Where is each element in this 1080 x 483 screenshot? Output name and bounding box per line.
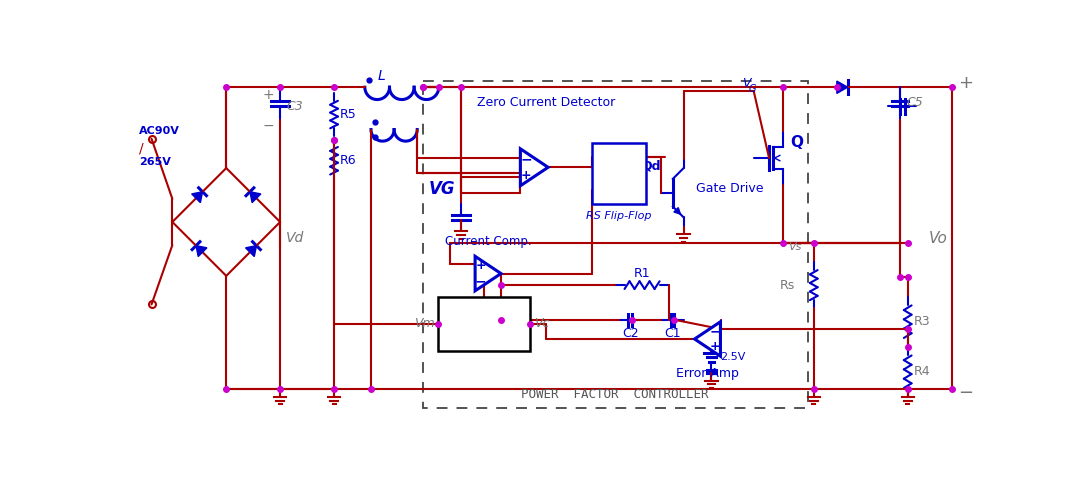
Text: Zero Current Detector: Zero Current Detector [476, 97, 615, 110]
Text: Vm: Vm [414, 317, 434, 330]
Text: Q: Q [791, 135, 804, 150]
Text: C2: C2 [622, 327, 638, 340]
Polygon shape [249, 192, 261, 203]
Text: −: − [958, 384, 973, 402]
Polygon shape [694, 322, 720, 356]
Text: Q: Q [629, 150, 639, 163]
Text: C1: C1 [664, 327, 681, 340]
Text: −: − [521, 152, 532, 166]
Polygon shape [521, 149, 549, 186]
Text: R4: R4 [914, 365, 931, 378]
Text: R3: R3 [914, 315, 931, 328]
Polygon shape [191, 192, 203, 203]
Text: Gate Drive: Gate Drive [696, 183, 764, 195]
Text: +: + [262, 88, 274, 102]
Text: −: − [475, 274, 486, 288]
Text: Qd: Qd [642, 159, 661, 172]
Polygon shape [475, 256, 501, 291]
Polygon shape [837, 81, 848, 93]
Polygon shape [197, 246, 207, 256]
Text: +: + [958, 74, 973, 92]
Text: Rs: Rs [780, 279, 795, 292]
Text: AC90V: AC90V [139, 126, 180, 136]
Text: Vc: Vc [535, 317, 550, 330]
Text: +: + [710, 340, 720, 353]
Text: R5: R5 [340, 108, 357, 121]
Text: R: R [603, 184, 612, 197]
Text: 265V: 265V [139, 157, 171, 167]
Text: Current Comp.: Current Comp. [445, 235, 531, 248]
Text: −: − [710, 324, 720, 338]
Text: POWER  FACTOR  CONTROLLER: POWER FACTOR CONTROLLER [522, 388, 708, 401]
Text: +: + [521, 169, 531, 182]
Text: Multiplier: Multiplier [453, 317, 515, 330]
Text: G: G [748, 84, 756, 94]
Text: L: L [378, 70, 386, 84]
Text: V: V [742, 77, 751, 90]
Text: S: S [603, 150, 612, 163]
Bar [422, 81, 808, 408]
Bar [438, 297, 530, 351]
Polygon shape [674, 208, 680, 214]
Text: Vd: Vd [286, 231, 305, 245]
Text: +: + [475, 259, 486, 272]
Text: Vs: Vs [788, 242, 801, 252]
Text: R1: R1 [634, 267, 650, 280]
Bar [592, 142, 646, 204]
Text: C3: C3 [286, 100, 303, 113]
Text: /: / [139, 142, 144, 156]
Text: R6: R6 [340, 154, 356, 167]
Text: C5: C5 [906, 96, 923, 109]
Text: 2.5V: 2.5V [720, 352, 746, 362]
Text: RS Flip-Flop: RS Flip-Flop [586, 211, 651, 221]
Text: Error Amp: Error Amp [676, 367, 739, 380]
Text: −: − [262, 119, 274, 133]
Text: VG: VG [429, 180, 455, 198]
Text: Vo: Vo [929, 231, 948, 246]
Polygon shape [245, 246, 256, 256]
